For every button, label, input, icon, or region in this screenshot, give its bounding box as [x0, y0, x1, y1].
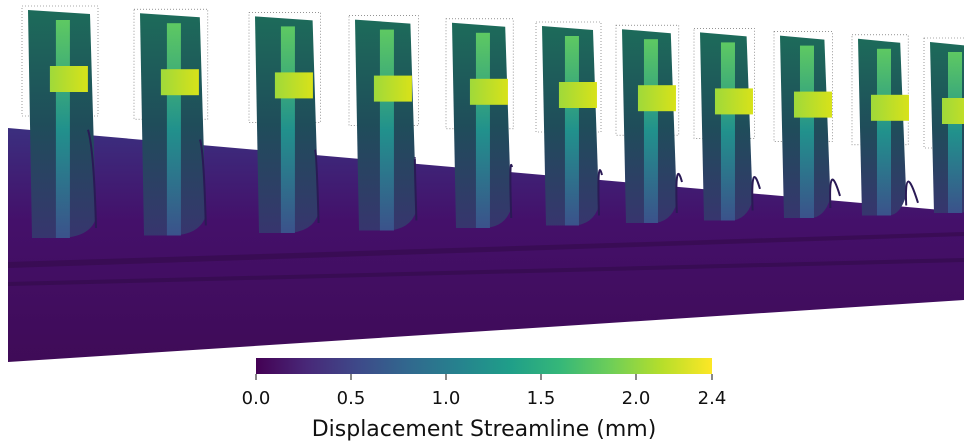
block — [871, 95, 909, 121]
teeth — [22, 6, 964, 238]
block — [559, 82, 597, 108]
colorbar-tick-label: 2.0 — [622, 388, 651, 409]
column — [644, 39, 658, 223]
block — [794, 92, 832, 118]
block — [715, 88, 753, 114]
column — [565, 36, 579, 226]
column — [476, 33, 490, 228]
colorbar-title: Displacement Streamline (mm) — [312, 417, 657, 442]
colorbar-tick-label: 1.5 — [527, 388, 556, 409]
colorbar — [256, 358, 712, 374]
column — [380, 30, 394, 231]
block — [942, 98, 964, 124]
render-view: Displacement Streamline (mm) 0.0 0.5 1.0 1.… — [0, 0, 964, 448]
block — [161, 69, 199, 95]
block — [50, 66, 88, 92]
column — [948, 52, 962, 213]
block — [275, 72, 313, 98]
block — [470, 79, 508, 105]
colorbar-tick-label: 0.0 — [242, 388, 271, 409]
column — [877, 49, 891, 216]
colorbar-tick-label: 2.4 — [698, 388, 727, 409]
column — [721, 42, 735, 220]
colorbar-tick-label: 0.5 — [337, 388, 366, 409]
column — [800, 46, 814, 218]
column — [167, 23, 181, 235]
blade — [906, 182, 918, 206]
block — [374, 76, 412, 102]
colorbar-tick-label: 1.0 — [432, 388, 461, 409]
block — [638, 85, 676, 111]
column — [56, 20, 70, 238]
column — [281, 26, 295, 233]
